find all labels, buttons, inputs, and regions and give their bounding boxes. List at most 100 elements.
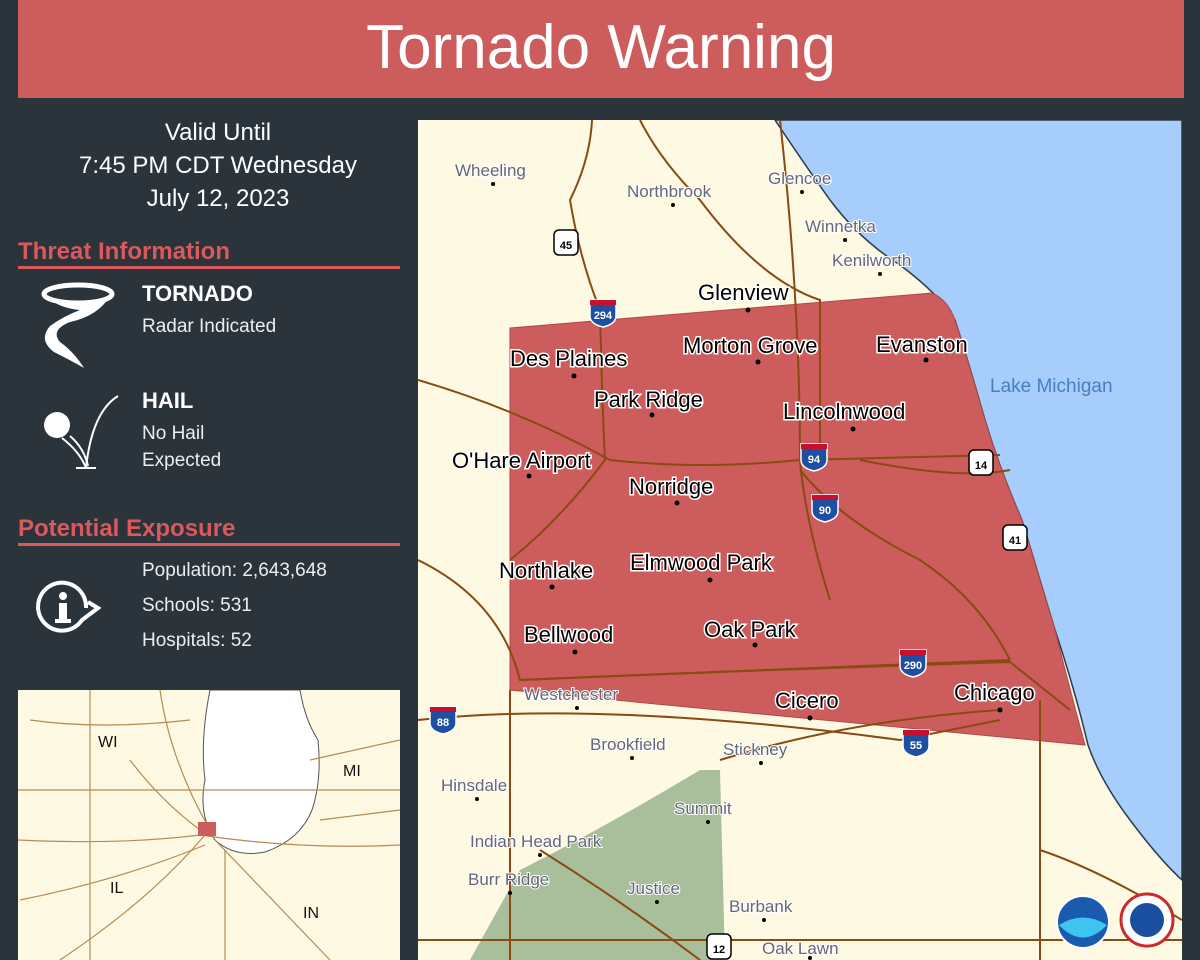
highway-shield-45: 45 (553, 229, 579, 256)
city-label: Des Plaines (510, 346, 627, 371)
city-kenilworth: Kenilworth (831, 250, 912, 276)
city-marker (878, 272, 882, 276)
city-brookfield: Brookfield (589, 734, 667, 760)
page-title: Tornado Warning (18, 0, 1184, 98)
noaa-logo (1056, 895, 1110, 949)
warning-polygon[interactable] (509, 292, 1086, 746)
hail-icon (44, 395, 119, 469)
city-marker (575, 706, 579, 710)
city-label: Brookfield (590, 735, 666, 754)
city-label: Evanston (876, 332, 968, 357)
city-marker (508, 891, 512, 895)
city-label: Oak Lawn (762, 939, 839, 958)
info-icon (36, 580, 102, 633)
city-marker (655, 900, 659, 904)
city-winnetka: Winnetka (804, 216, 877, 242)
city-hinsdale: Hinsdale (440, 775, 508, 801)
city-label: Justice (627, 879, 680, 898)
city-label: Glenview (698, 280, 789, 305)
city-westchester: Westchester (523, 684, 620, 710)
city-oak-park: Oak Park (703, 616, 798, 648)
inset-label-mi: MI (343, 763, 361, 780)
highway-shield-90: 90 (811, 494, 839, 523)
city-label: O'Hare Airport (452, 448, 591, 473)
city-marker (762, 918, 766, 922)
city-marker (649, 412, 655, 418)
city-label: Glencoe (768, 169, 831, 188)
city-lincolnwood: Lincolnwood (782, 398, 907, 432)
highway-shield-88: 88 (429, 706, 457, 735)
city-indian-head-park: Indian Head Park (469, 831, 603, 857)
city-label: Stickney (723, 740, 788, 759)
city-marker (752, 642, 758, 648)
inset-label-il: IL (110, 880, 123, 897)
city-label: Winnetka (805, 217, 876, 236)
city-glenview: Glenview (697, 279, 790, 313)
city-marker (759, 761, 763, 765)
city-stickney: Stickney (722, 739, 789, 765)
nws-logo (1119, 892, 1175, 948)
city-northlake: Northlake (498, 557, 595, 590)
highway-shield-290: 290 (899, 649, 927, 678)
city-norridge: Norridge (628, 473, 715, 506)
city-marker (843, 238, 847, 242)
inset-label-in: IN (303, 905, 319, 922)
city-marker (808, 956, 812, 960)
lake-label: Lake Michigan (990, 376, 1113, 397)
city-label: Burbank (729, 897, 793, 916)
city-marker (707, 577, 713, 583)
city-chicago: Chicago (953, 679, 1036, 713)
shield-number: 45 (560, 240, 572, 252)
city-evanston: Evanston (875, 331, 969, 363)
city-label: Westchester (524, 685, 619, 704)
city-label: Wheeling (455, 161, 526, 180)
city-marker (526, 473, 532, 479)
city-label: Northlake (499, 558, 593, 583)
city-park-ridge: Park Ridge (593, 386, 704, 418)
city-label: Kenilworth (832, 251, 911, 270)
highway-shield-94: 94 (800, 443, 828, 472)
shield-number: 14 (975, 460, 988, 472)
city-marker (706, 820, 710, 824)
city-label: Burr Ridge (468, 870, 549, 889)
city-label: Elmwood Park (630, 550, 773, 575)
city-burr-ridge: Burr Ridge (467, 869, 550, 895)
city-burbank: Burbank (728, 896, 794, 922)
tornado-icon (41, 282, 115, 368)
city-justice: Justice (626, 878, 681, 904)
city-marker (630, 756, 634, 760)
exposure-heading: Potential Exposure (18, 515, 400, 546)
valid-date: July 12, 2023 (146, 185, 290, 212)
city-marker (538, 853, 542, 857)
tornado-detail: Radar Indicated (142, 316, 277, 337)
city-bellwood: Bellwood (523, 621, 615, 655)
city-label: Cicero (775, 688, 839, 713)
city-label: Park Ridge (594, 387, 703, 412)
shield-number: 41 (1009, 535, 1021, 547)
city-marker (572, 649, 578, 655)
city-marker (674, 500, 680, 506)
hail-title: HAIL (142, 388, 194, 413)
city-label: Lincolnwood (783, 399, 905, 424)
city-label: Morton Grove (683, 333, 818, 358)
city-wheeling: Wheeling (454, 160, 527, 186)
city-marker (745, 307, 751, 313)
tornado-title: TORNADO (142, 281, 253, 306)
city-marker (850, 426, 856, 432)
warning-map[interactable]: Glenview Morton Grove Evanston Des Plaines P… (418, 120, 1182, 960)
city-marker (571, 373, 577, 379)
city-label: Bellwood (524, 622, 613, 647)
city-label: Indian Head Park (470, 832, 602, 851)
city-o-hare-airport: O'Hare Airport (451, 447, 592, 479)
city-label: Oak Park (704, 617, 797, 642)
shield-number: 88 (437, 717, 449, 729)
city-morton-grove: Morton Grove (682, 332, 819, 365)
city-summit: Summit (673, 798, 733, 824)
city-marker (671, 203, 675, 207)
city-marker (755, 359, 761, 365)
city-label: Norridge (629, 474, 713, 499)
city-marker (549, 584, 555, 590)
city-marker (997, 707, 1003, 713)
shield-number: 55 (910, 740, 922, 752)
shield-number: 90 (819, 505, 831, 517)
